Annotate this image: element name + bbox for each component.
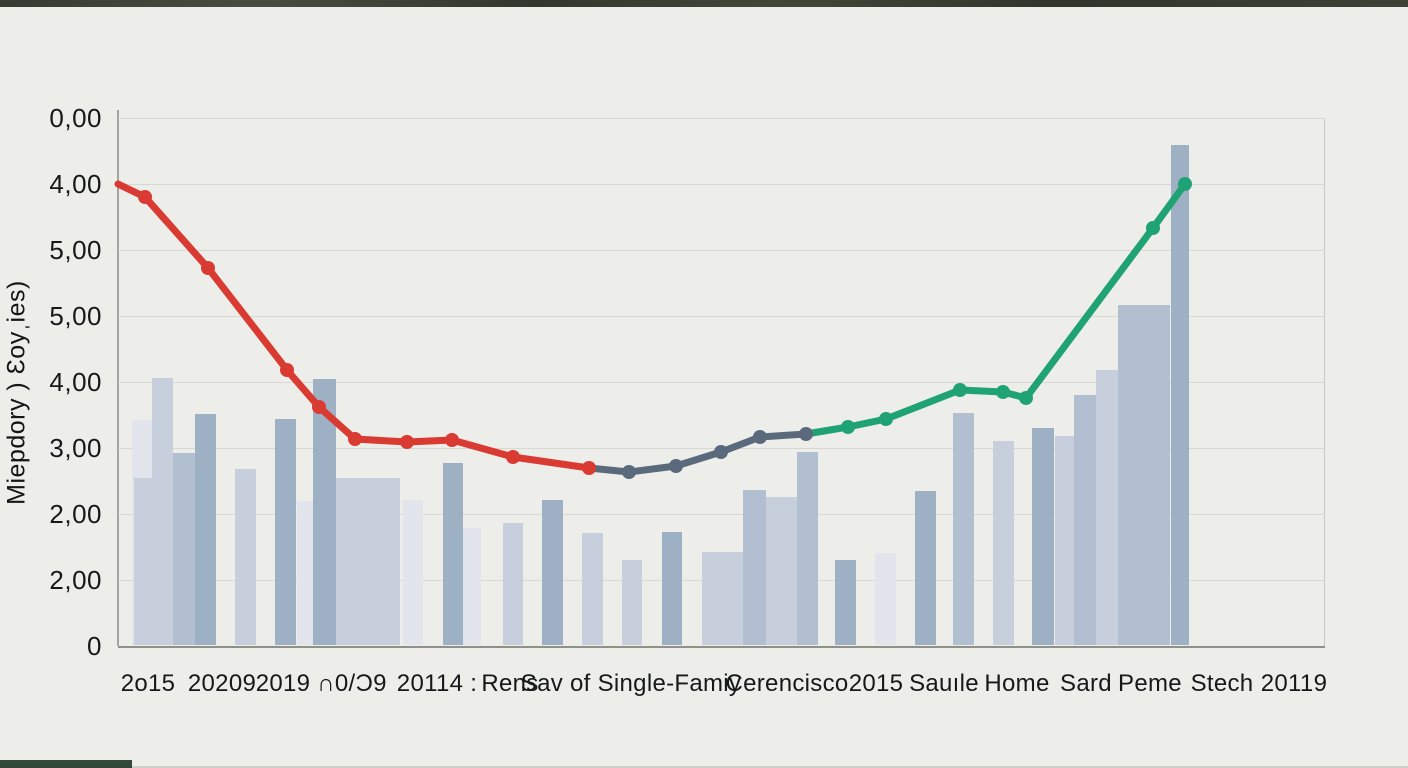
bar — [622, 560, 642, 645]
bar — [766, 497, 797, 645]
gridline — [118, 514, 1325, 515]
x-tick-label: Home — [984, 670, 1050, 697]
data-point-slate — [753, 430, 767, 444]
bar — [1118, 305, 1170, 645]
bar — [1171, 145, 1189, 645]
data-point-green — [879, 412, 893, 426]
x-tick-label: 20209 — [187, 670, 257, 697]
data-point-slate — [799, 427, 813, 441]
plot-area — [114, 110, 1325, 648]
x-tick-label: 20119 — [1260, 670, 1328, 697]
x-tick-label: Stech — [1190, 670, 1254, 697]
gridline — [118, 118, 1325, 119]
data-point-red — [312, 400, 326, 414]
trend-line — [114, 177, 1192, 479]
y-tick-label: 5,00 — [49, 235, 102, 265]
x-tick-label: Cerencisco — [725, 670, 849, 697]
data-point-green — [1178, 177, 1192, 191]
bar — [702, 552, 743, 645]
bar — [1074, 395, 1096, 645]
trend-line-segment-green — [802, 180, 1189, 438]
data-point-red — [582, 461, 596, 475]
data-point-red — [348, 432, 362, 446]
bar — [275, 419, 296, 645]
bar — [403, 500, 423, 645]
y-tick-label: 0,00 — [49, 103, 102, 133]
gridline — [118, 184, 1325, 185]
bar — [195, 414, 216, 645]
data-point-green — [996, 385, 1010, 399]
gridline — [118, 250, 1325, 251]
x-tick-label: Sav of Single-Famiy — [520, 670, 742, 697]
data-point-green — [953, 383, 967, 397]
bar — [235, 469, 256, 645]
x-tick-label: 2o15 — [120, 670, 176, 697]
bar — [173, 453, 195, 645]
bottom-left-edge-strip — [0, 760, 132, 768]
bar — [835, 560, 856, 645]
bar — [993, 441, 1014, 645]
x-tick-label: 2015 — [848, 670, 904, 697]
bar — [313, 379, 336, 645]
bottom-edge-line — [0, 766, 1408, 768]
gridline — [118, 316, 1325, 317]
x-tick-label: Peme — [1118, 670, 1182, 697]
bar — [797, 452, 818, 645]
y-tick-label: 4,00 — [49, 367, 102, 397]
trend-line-segment-red — [114, 180, 593, 472]
y-tick-label: 3,00 — [49, 433, 102, 463]
bar — [1032, 428, 1054, 645]
y-tick-label: 2,00 — [49, 499, 102, 529]
bar — [336, 478, 400, 645]
top-edge-strip — [0, 0, 1408, 7]
data-point-red — [506, 450, 520, 464]
data-point-slate — [622, 465, 636, 479]
y-axis-line — [117, 110, 119, 646]
bar — [1055, 436, 1074, 645]
x-axis-line — [118, 646, 1325, 648]
bar — [915, 491, 936, 645]
data-point-green — [1146, 221, 1160, 235]
trend-line-segment-slate — [585, 430, 810, 476]
gridline — [118, 382, 1325, 383]
data-point-green — [841, 420, 855, 434]
y-tick-label: 0 — [87, 631, 102, 661]
data-point-green — [1019, 391, 1033, 405]
bar — [582, 533, 603, 645]
data-point-slate — [669, 459, 683, 473]
data-point-red — [445, 433, 459, 447]
y-tick-label: 4,00 — [49, 169, 102, 199]
bar — [443, 463, 463, 645]
data-point-red — [138, 190, 152, 204]
data-point-red — [280, 363, 294, 377]
x-tick-label: ∩0/Ɔ9 — [317, 670, 387, 697]
x-tick-label: 2019 — [255, 670, 311, 697]
bar — [463, 528, 481, 645]
bar — [542, 500, 563, 645]
y-tick-label: 5,00 — [49, 301, 102, 331]
x-tick-label: 20114 : — [396, 670, 478, 697]
bar — [503, 523, 523, 645]
bar — [875, 553, 896, 645]
bar — [953, 413, 974, 645]
x-tick-label: Sard — [1060, 670, 1112, 697]
bar — [743, 490, 766, 645]
bar — [152, 378, 173, 645]
x-tick-label: Sauıle — [909, 670, 979, 697]
data-point-red — [201, 261, 215, 275]
data-point-red — [400, 435, 414, 449]
y-tick-label: 2,00 — [49, 565, 102, 595]
bar — [662, 532, 682, 645]
data-point-slate — [714, 445, 728, 459]
x-tick-label: Rens — [481, 670, 539, 697]
bar — [297, 501, 316, 645]
bar — [1096, 370, 1118, 645]
